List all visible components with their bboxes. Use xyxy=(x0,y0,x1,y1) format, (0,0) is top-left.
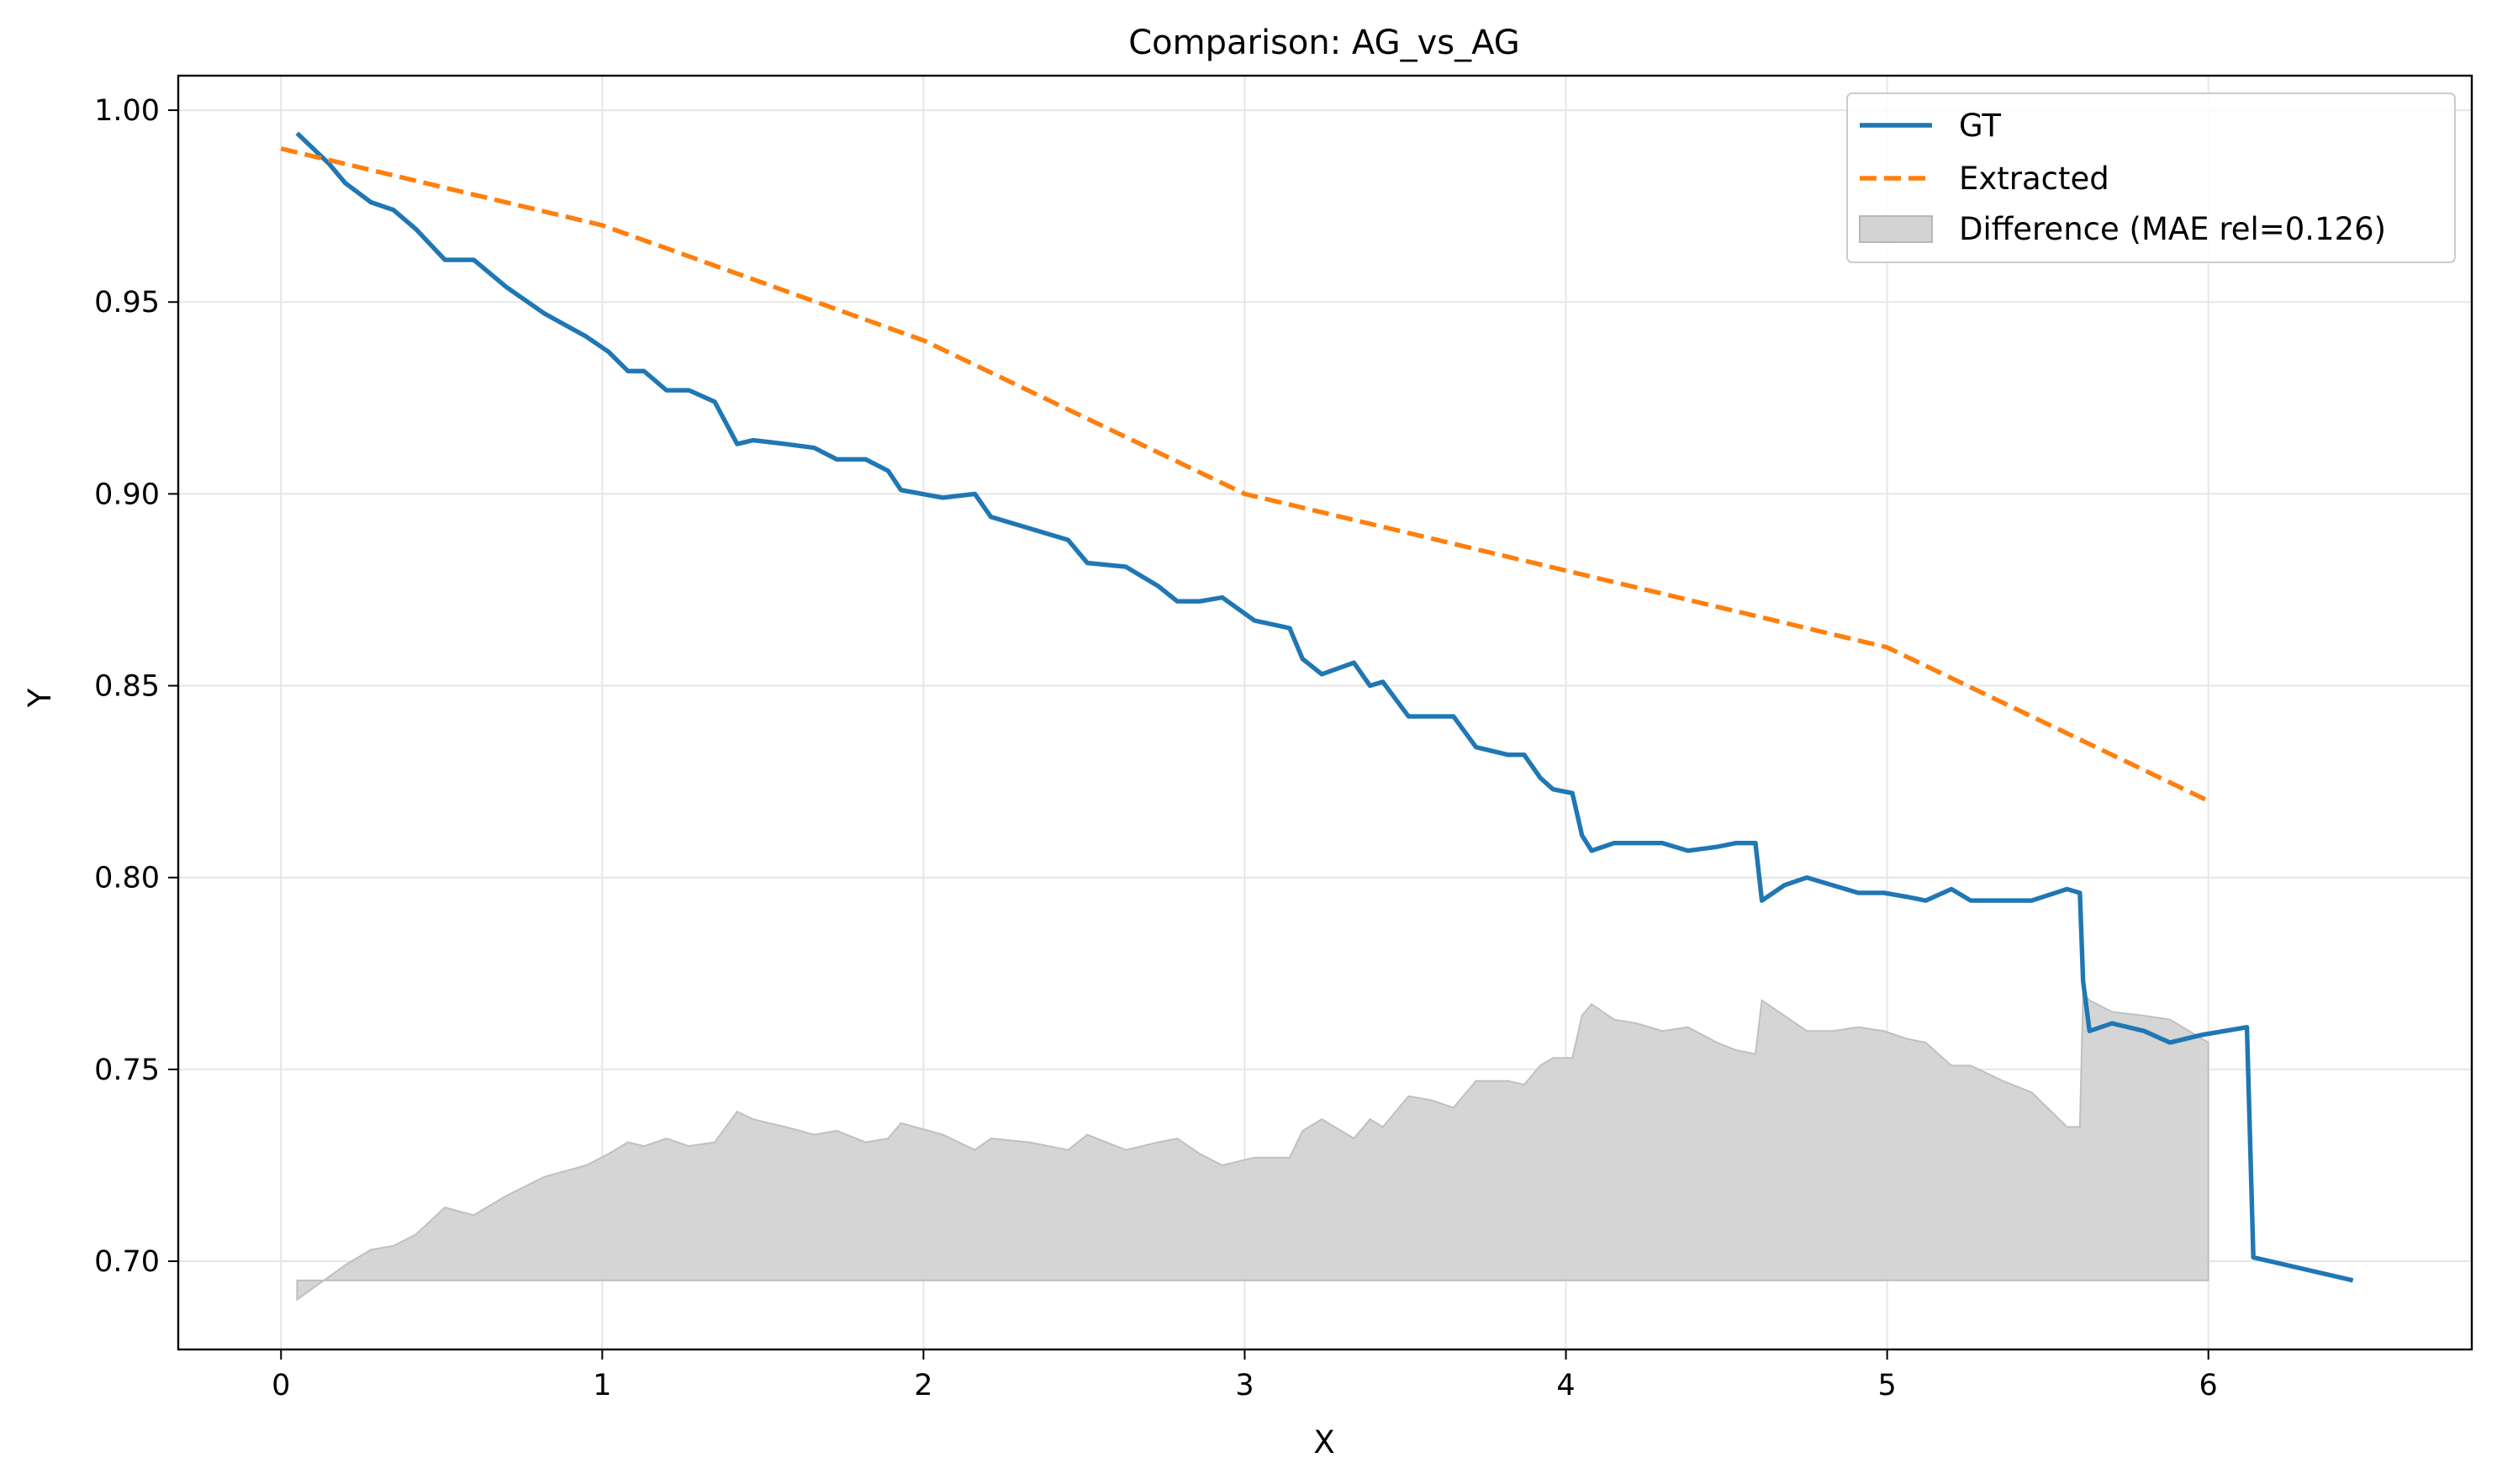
y-tick-label: 0.75 xyxy=(94,1054,160,1087)
chart-title: Comparison: AG_vs_AG xyxy=(1128,24,1520,62)
y-tick-label: 0.95 xyxy=(94,286,160,320)
y-tick-label: 0.85 xyxy=(94,670,160,704)
difference-area-layer xyxy=(296,990,2209,1302)
y-tick-label: 0.70 xyxy=(94,1245,160,1279)
legend-difference-swatch xyxy=(1859,215,1933,243)
legend: GT Extracted Difference (MAE rel=0.126) xyxy=(1846,92,2456,263)
x-axis-ticks: 0 1 2 3 4 5 6 xyxy=(272,1349,2218,1402)
series-line-extracted xyxy=(280,146,2209,803)
series-line-gt xyxy=(295,131,2354,1283)
y-tick-label: 1.00 xyxy=(94,94,160,128)
y-tick-label: 0.90 xyxy=(94,478,160,511)
y-tick-label: 0.80 xyxy=(94,862,160,895)
x-tick-label: 2 xyxy=(914,1369,932,1402)
difference-area xyxy=(296,990,2209,1302)
x-tick-label: 4 xyxy=(1556,1369,1575,1402)
axes-frame xyxy=(177,74,2473,1351)
legend-difference-label: Difference (MAE rel=0.126) xyxy=(1959,211,2386,247)
x-tick-label: 5 xyxy=(1877,1369,1896,1402)
series-layer xyxy=(280,131,2354,1283)
legend-extracted-label: Extracted xyxy=(1959,161,2109,197)
x-tick-label: 1 xyxy=(593,1369,611,1402)
legend-gt-label: GT xyxy=(1959,108,2001,144)
x-tick-label: 0 xyxy=(272,1369,290,1402)
x-tick-label: 3 xyxy=(1235,1369,1254,1402)
y-axis-ticks: 0.70 0.75 0.80 0.85 0.90 0.95 1.00 xyxy=(94,94,178,1279)
x-tick-label: 6 xyxy=(2199,1369,2218,1402)
y-axis-label: Y xyxy=(22,688,58,708)
x-axis-label: X xyxy=(1313,1424,1334,1460)
legend-box xyxy=(1846,92,2456,263)
